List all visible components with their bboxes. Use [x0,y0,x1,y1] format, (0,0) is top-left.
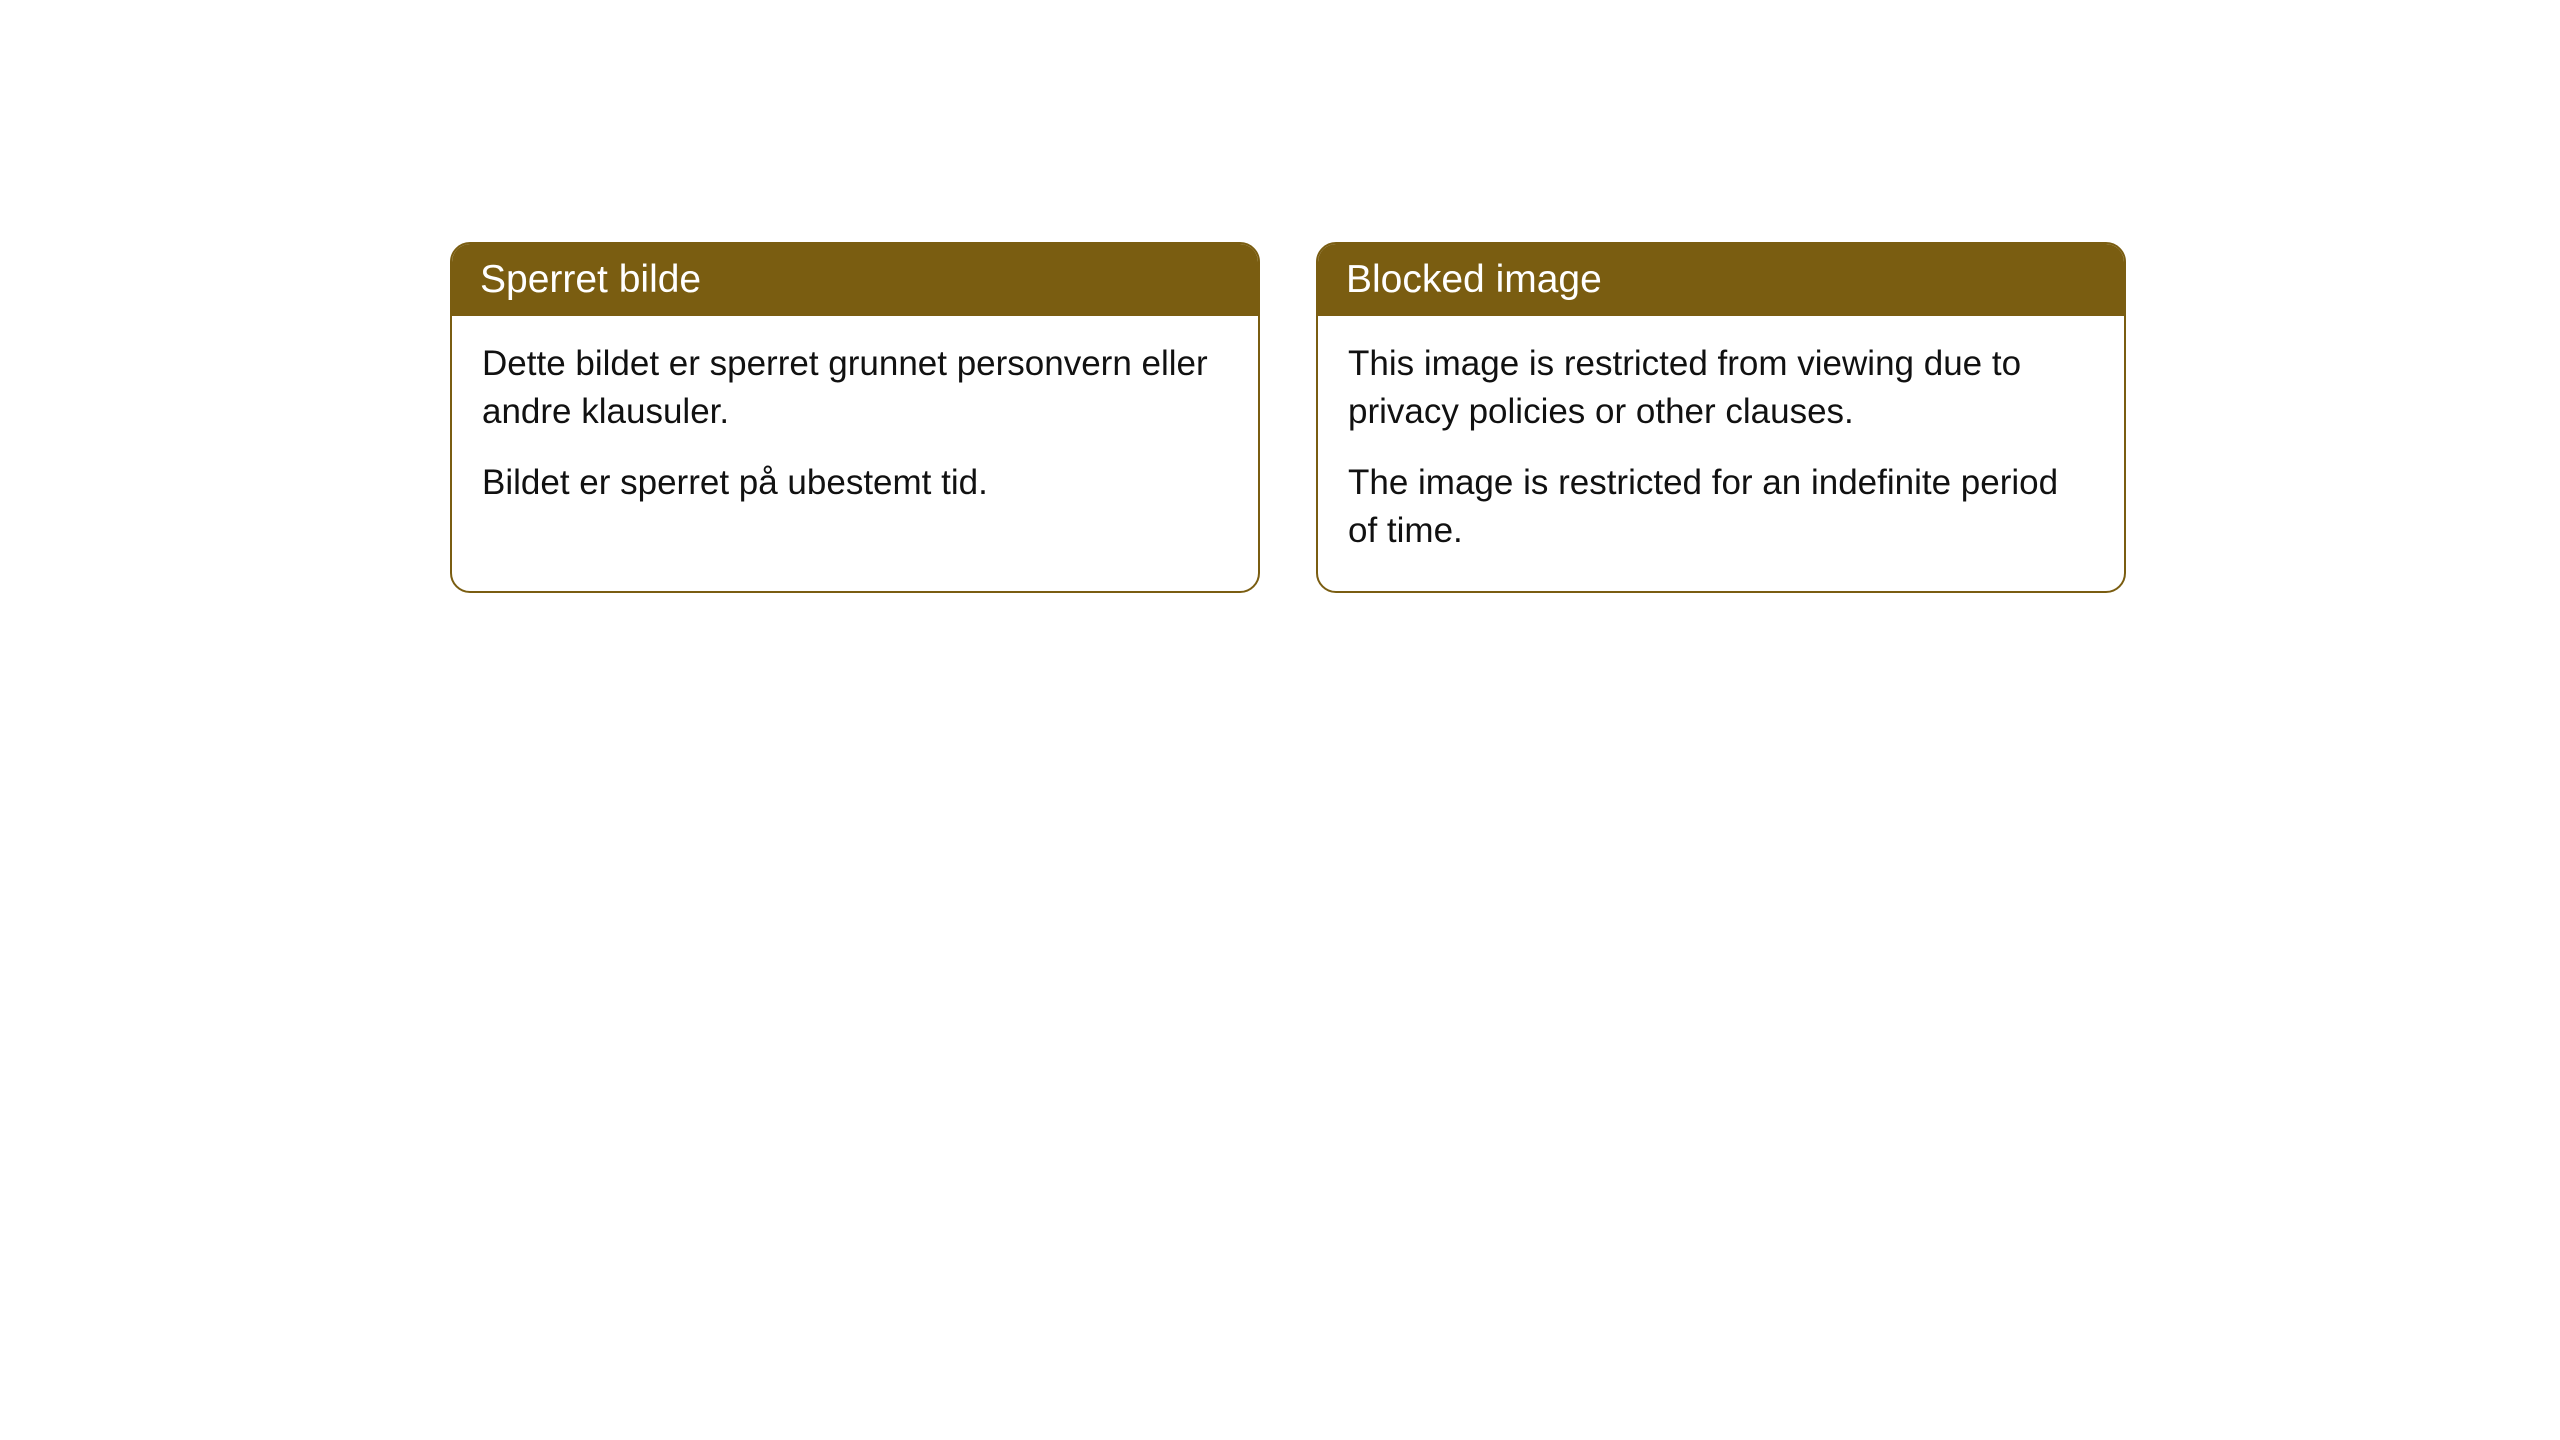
card-header-norwegian: Sperret bilde [452,244,1258,316]
card-norwegian: Sperret bilde Dette bildet er sperret gr… [450,242,1260,593]
card-title: Blocked image [1346,258,1602,301]
card-paragraph: The image is restricted for an indefinit… [1348,459,2094,556]
card-title: Sperret bilde [480,258,701,301]
card-paragraph: This image is restricted from viewing du… [1348,340,2094,437]
card-paragraph: Dette bildet er sperret grunnet personve… [482,340,1228,437]
card-body-english: This image is restricted from viewing du… [1318,316,2124,591]
card-english: Blocked image This image is restricted f… [1316,242,2126,593]
card-header-english: Blocked image [1318,244,2124,316]
cards-container: Sperret bilde Dette bildet er sperret gr… [450,242,2126,593]
card-body-norwegian: Dette bildet er sperret grunnet personve… [452,316,1258,543]
card-paragraph: Bildet er sperret på ubestemt tid. [482,459,1228,507]
